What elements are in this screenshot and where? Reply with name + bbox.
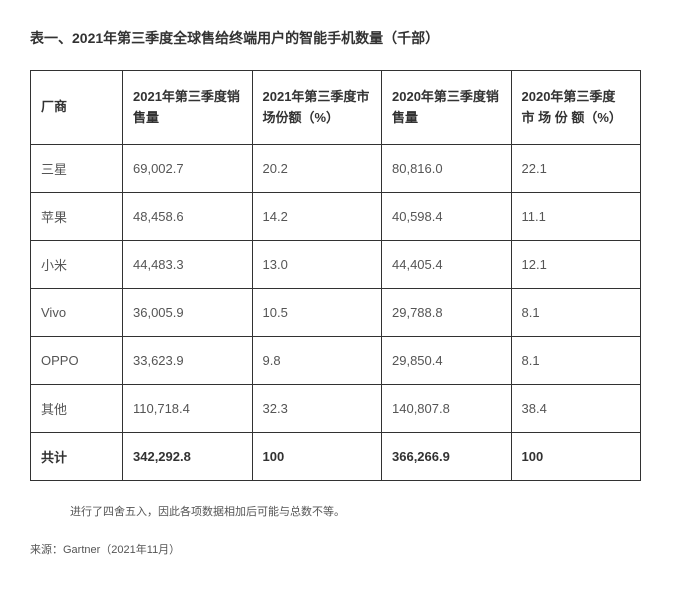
cell-vendor: Vivo bbox=[31, 289, 123, 337]
cell-share21: 13.0 bbox=[252, 241, 382, 289]
col-header-share21: 2021年第三季度市场份额（%） bbox=[252, 71, 382, 145]
cell-vendor: 其他 bbox=[31, 385, 123, 433]
table-header-row: 厂商 2021年第三季度销售量 2021年第三季度市场份额（%） 2020年第三… bbox=[31, 71, 641, 145]
cell-vendor: OPPO bbox=[31, 337, 123, 385]
table-source: 来源：Gartner（2021年11月） bbox=[30, 541, 655, 557]
cell-sales21: 48,458.6 bbox=[123, 193, 253, 241]
cell-share21: 20.2 bbox=[252, 145, 382, 193]
cell-share20: 38.4 bbox=[511, 385, 641, 433]
table-row: Vivo36,005.910.529,788.88.1 bbox=[31, 289, 641, 337]
cell-share21: 14.2 bbox=[252, 193, 382, 241]
cell-sales20: 29,788.8 bbox=[382, 289, 512, 337]
cell-total-sales20: 366,266.9 bbox=[382, 433, 512, 481]
table-row-total: 共计342,292.8100366,266.9100 bbox=[31, 433, 641, 481]
cell-share20: 8.1 bbox=[511, 289, 641, 337]
table-row: 小米44,483.313.044,405.412.1 bbox=[31, 241, 641, 289]
cell-sales21: 36,005.9 bbox=[123, 289, 253, 337]
cell-total-share20: 100 bbox=[511, 433, 641, 481]
cell-sales20: 40,598.4 bbox=[382, 193, 512, 241]
cell-total-sales21: 342,292.8 bbox=[123, 433, 253, 481]
table-row: 三星69,002.720.280,816.022.1 bbox=[31, 145, 641, 193]
cell-sales20: 80,816.0 bbox=[382, 145, 512, 193]
table-row: 其他110,718.432.3140,807.838.4 bbox=[31, 385, 641, 433]
table-row: 苹果48,458.614.240,598.411.1 bbox=[31, 193, 641, 241]
col-header-vendor: 厂商 bbox=[31, 71, 123, 145]
col-header-share20: 2020年第三季度 市 场 份 额（%） bbox=[511, 71, 641, 145]
cell-share20: 11.1 bbox=[511, 193, 641, 241]
cell-share20: 12.1 bbox=[511, 241, 641, 289]
cell-sales20: 140,807.8 bbox=[382, 385, 512, 433]
cell-sales21: 44,483.3 bbox=[123, 241, 253, 289]
cell-sales21: 69,002.7 bbox=[123, 145, 253, 193]
cell-vendor: 三星 bbox=[31, 145, 123, 193]
smartphone-sales-table: 厂商 2021年第三季度销售量 2021年第三季度市场份额（%） 2020年第三… bbox=[30, 70, 641, 481]
cell-share21: 32.3 bbox=[252, 385, 382, 433]
table-footnote: 进行了四舍五入，因此各项数据相加后可能与总数不等。 bbox=[70, 503, 655, 519]
cell-vendor: 小米 bbox=[31, 241, 123, 289]
table-title: 表一、2021年第三季度全球售给终端用户的智能手机数量（千部） bbox=[30, 28, 655, 48]
cell-sales20: 29,850.4 bbox=[382, 337, 512, 385]
cell-share21: 10.5 bbox=[252, 289, 382, 337]
cell-share21: 9.8 bbox=[252, 337, 382, 385]
cell-total-share21: 100 bbox=[252, 433, 382, 481]
cell-total-vendor: 共计 bbox=[31, 433, 123, 481]
cell-share20: 22.1 bbox=[511, 145, 641, 193]
cell-sales21: 33,623.9 bbox=[123, 337, 253, 385]
col-header-sales21: 2021年第三季度销售量 bbox=[123, 71, 253, 145]
cell-share20: 8.1 bbox=[511, 337, 641, 385]
cell-sales20: 44,405.4 bbox=[382, 241, 512, 289]
col-header-sales20: 2020年第三季度销售量 bbox=[382, 71, 512, 145]
table-row: OPPO33,623.99.829,850.48.1 bbox=[31, 337, 641, 385]
cell-sales21: 110,718.4 bbox=[123, 385, 253, 433]
cell-vendor: 苹果 bbox=[31, 193, 123, 241]
